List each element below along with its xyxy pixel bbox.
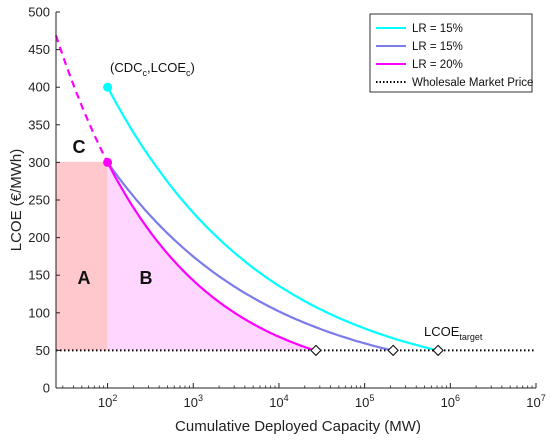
x-tick-label: 103 (184, 393, 203, 410)
region-b-fill (107, 162, 316, 351)
y-tick-label: 50 (36, 343, 50, 358)
region-c-label: C (73, 137, 86, 157)
cdc-start-point-magenta (103, 157, 113, 167)
x-tick-label: 104 (269, 393, 288, 410)
legend-label-wholesale: Wholesale Market Price (412, 77, 533, 89)
x-tick-label: 106 (441, 393, 460, 410)
extrapolation-dashed-line (54, 35, 109, 163)
y-tick-label: 100 (28, 305, 50, 320)
x-axis-title: Cumulative Deployed Capacity (MW) (175, 418, 421, 435)
y-tick-label: 200 (28, 230, 50, 245)
y-tick-label: 250 (28, 193, 50, 208)
diamond-marker-lr20 (310, 344, 322, 357)
y-tick-label: 300 (28, 155, 50, 170)
x-tick-label: 107 (526, 393, 545, 410)
lcoe-target-annotation: LCOEtarget (424, 324, 483, 342)
y-tick-label: 400 (28, 80, 50, 95)
y-tick-label: 450 (28, 42, 50, 57)
legend-label-lr15-cyan: LR = 15% (412, 23, 463, 35)
cdc-start-point-cyan (103, 82, 113, 92)
series-lr15-cyan-line (106, 86, 439, 352)
region-a-label: A (78, 268, 91, 288)
markers-layer (103, 82, 444, 357)
series-lr20-magenta-line (106, 161, 317, 352)
y-tick-label: 0 (43, 381, 50, 396)
x-tick-label: 102 (98, 393, 117, 410)
diamond-marker-lr15-cyan (432, 344, 444, 357)
y-axis-title: LCOE (€/MWh) (8, 149, 25, 252)
regions-layer (56, 161, 316, 351)
legend-label-lr20: LR = 20% (412, 59, 463, 71)
legend: LR = 15% LR = 15% LR = 20% Wholesale Mar… (369, 13, 533, 93)
axes-layer: 0 50 100 150 200 250 300 350 400 450 500 102 103 104 1… (28, 5, 545, 411)
cdc-point-annotation: (CDCc,LCOEc) (110, 60, 195, 78)
y-tick-label: 150 (28, 268, 50, 283)
region-b-label: B (140, 268, 153, 288)
series-layer (54, 35, 536, 352)
diamond-marker-lr15-blue (387, 344, 399, 357)
y-tick-label: 350 (28, 117, 50, 132)
region-a-fill (56, 162, 108, 351)
y-tick-label: 500 (28, 5, 50, 20)
x-tick-label: 105 (355, 393, 374, 410)
legend-label-lr15-blue: LR = 15% (412, 41, 463, 53)
series-lr15-blue-line (106, 161, 394, 352)
